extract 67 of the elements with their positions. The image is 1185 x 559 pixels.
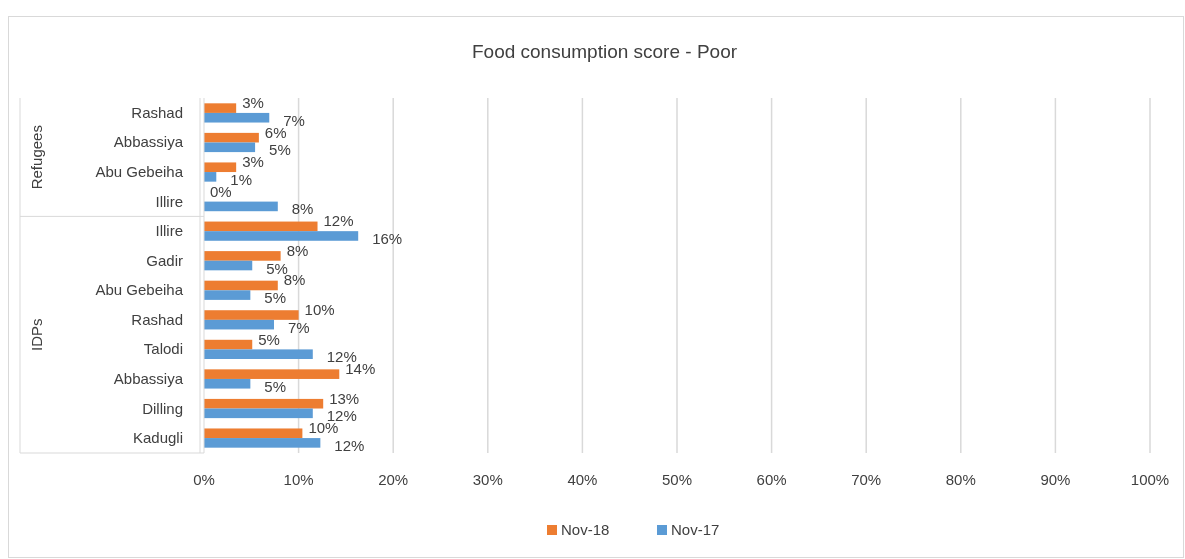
bar [204,260,253,271]
x-tick-label: 10% [283,471,314,488]
bar [204,201,278,212]
y-tick-label: Gadir [146,251,183,269]
y-tick-label: Illire [155,192,183,210]
bar [204,112,270,123]
x-tick-label: 20% [378,471,409,488]
data-label: 8% [291,200,314,218]
data-label: 13% [329,389,360,407]
bar [204,349,313,359]
bar [204,162,237,173]
x-tick-label: 0% [193,471,215,488]
data-label: 16% [372,229,403,247]
data-label: 3% [242,153,264,171]
bar [204,438,321,448]
data-label: 0% [210,182,232,200]
x-tick-label: 80% [945,471,976,488]
bar [204,339,253,350]
y-tick-label: Abu Gebeiha [95,281,184,299]
bar [204,319,274,330]
data-label: 12% [334,436,365,454]
data-label: 12% [323,212,354,230]
bar [204,398,324,409]
text: Refugees [28,125,45,190]
bar [204,408,313,419]
data-label: 5% [264,289,287,307]
data-label: 7% [288,318,310,336]
bar [204,428,303,439]
x-tick-label: 40% [567,471,598,488]
y-tick-label: Dilling [142,399,183,417]
y-tick-label: Abbassiya [113,369,184,387]
x-tick-label: 60% [756,471,787,488]
bar [204,280,278,291]
x-tick-label: 30% [472,471,503,488]
data-label: 8% [286,241,309,259]
data-label: 10% [304,301,335,319]
y-tick-label: Abu Gebeiha [95,163,184,181]
bar [204,378,251,389]
bar [204,310,299,320]
bar [204,231,359,241]
bar [204,142,256,153]
chart-title: Food consumption score - Poor [471,41,738,62]
bar [204,103,237,113]
y-tick-label: Rashad [131,310,183,328]
bar [204,290,251,300]
data-label: 3% [242,94,264,112]
y-tick-label: Abbassiya [113,133,184,151]
bar [204,221,318,232]
data-label: 5% [264,377,287,395]
text: IDPs [28,318,45,351]
bar [204,132,259,143]
bar [204,172,217,182]
x-tick-label: 100% [1130,471,1170,488]
legend-label: Nov-18 [561,521,610,538]
x-tick-label: 50% [661,471,693,488]
y-tick-label: Talodi [143,340,183,358]
bar [204,369,340,379]
bar [204,251,281,261]
y-tick-label: Kadugli [132,429,183,447]
data-label: 1% [230,170,252,188]
x-tick-label: 70% [851,471,882,488]
x-tick-label: 90% [1040,471,1071,488]
y-tick-label: Rashad [131,103,183,121]
legend-label: Nov-17 [671,521,720,538]
y-tick-label: Illire [155,222,183,240]
data-label: 5% [258,330,280,348]
data-label: 5% [269,141,291,159]
